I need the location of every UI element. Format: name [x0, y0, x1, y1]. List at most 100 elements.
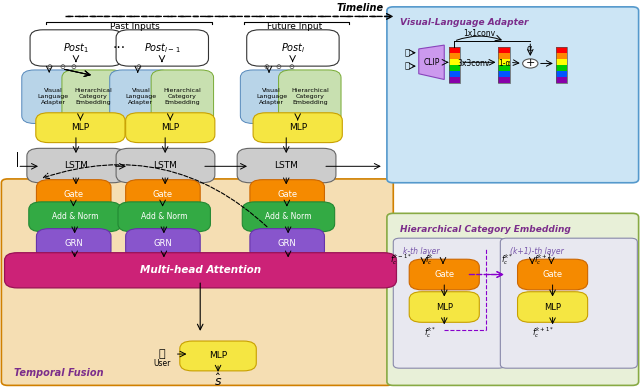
FancyBboxPatch shape: [387, 7, 639, 183]
Text: $Post_1$: $Post_1$: [63, 41, 90, 55]
FancyBboxPatch shape: [253, 113, 342, 143]
FancyBboxPatch shape: [116, 30, 209, 66]
Bar: [556, 59, 567, 65]
Text: Visual-Language Adapter: Visual-Language Adapter: [399, 18, 528, 27]
FancyBboxPatch shape: [62, 70, 124, 123]
Text: ⊙: ⊙: [70, 64, 76, 70]
Text: LSTM: LSTM: [275, 161, 298, 170]
Text: Temporal Fusion: Temporal Fusion: [14, 368, 104, 378]
FancyBboxPatch shape: [118, 202, 211, 232]
FancyBboxPatch shape: [180, 341, 256, 371]
Text: $Post_{l-1}$: $Post_{l-1}$: [144, 41, 180, 55]
Text: ⊙: ⊙: [136, 64, 141, 70]
Text: Gate: Gate: [63, 190, 84, 199]
Text: 1x1conv: 1x1conv: [463, 29, 495, 38]
Text: Add & Norm: Add & Norm: [141, 212, 188, 221]
FancyBboxPatch shape: [125, 113, 215, 143]
Text: α: α: [526, 44, 532, 53]
Bar: [449, 47, 460, 53]
FancyBboxPatch shape: [4, 253, 396, 288]
FancyBboxPatch shape: [30, 30, 122, 66]
FancyBboxPatch shape: [151, 70, 214, 123]
FancyBboxPatch shape: [36, 229, 111, 258]
Text: MLP: MLP: [436, 303, 452, 312]
Circle shape: [523, 59, 538, 68]
Text: Hierarchical
Category
Embedding: Hierarchical Category Embedding: [74, 89, 112, 105]
Bar: [449, 77, 460, 83]
FancyBboxPatch shape: [243, 202, 335, 232]
Bar: [556, 47, 567, 53]
Text: $f_c^{k-1*}$: $f_c^{k-1*}$: [390, 252, 412, 267]
Text: $Post_l$: $Post_l$: [280, 41, 305, 55]
FancyBboxPatch shape: [250, 180, 324, 209]
Bar: [499, 59, 510, 65]
Text: ⊙: ⊙: [59, 64, 65, 70]
Bar: [499, 77, 510, 83]
Text: 👤: 👤: [159, 349, 165, 359]
Text: Future Input: Future Input: [267, 22, 322, 31]
Bar: [499, 71, 510, 77]
Text: 3x3conv: 3x3conv: [458, 58, 490, 67]
FancyBboxPatch shape: [241, 70, 303, 123]
Text: MLP: MLP: [544, 303, 561, 312]
FancyBboxPatch shape: [27, 148, 125, 183]
Bar: [556, 71, 567, 77]
FancyBboxPatch shape: [36, 180, 111, 209]
Bar: [499, 65, 510, 71]
Bar: [499, 47, 510, 53]
Bar: [449, 65, 460, 71]
Text: MLP: MLP: [71, 123, 90, 132]
Text: Visual
Language
Adapter: Visual Language Adapter: [256, 89, 287, 105]
FancyBboxPatch shape: [500, 238, 637, 368]
Text: Hierarchical
Category
Embedding: Hierarchical Category Embedding: [291, 89, 329, 105]
FancyBboxPatch shape: [250, 229, 324, 258]
FancyBboxPatch shape: [22, 70, 84, 123]
Text: GRN: GRN: [65, 239, 83, 248]
FancyBboxPatch shape: [394, 238, 505, 368]
FancyBboxPatch shape: [518, 292, 588, 322]
Bar: [556, 65, 567, 71]
Text: $f_c^{k+1*}$: $f_c^{k+1*}$: [532, 325, 554, 340]
Text: CLIP: CLIP: [423, 58, 440, 67]
Text: $f_c^{k*}$: $f_c^{k*}$: [424, 325, 436, 340]
FancyBboxPatch shape: [278, 70, 341, 123]
Text: MLP: MLP: [289, 123, 307, 132]
Text: 📄: 📄: [404, 62, 410, 71]
Bar: [499, 53, 510, 59]
Bar: [556, 47, 567, 83]
FancyBboxPatch shape: [1, 179, 394, 385]
Bar: [556, 77, 567, 83]
Text: Gate: Gate: [434, 270, 454, 279]
FancyBboxPatch shape: [237, 148, 336, 183]
FancyBboxPatch shape: [409, 259, 479, 290]
Text: Add & Norm: Add & Norm: [265, 212, 312, 221]
Text: Visual
Language
Adapter: Visual Language Adapter: [125, 89, 157, 105]
FancyBboxPatch shape: [125, 229, 200, 258]
Text: Gate: Gate: [543, 270, 563, 279]
Text: Gate: Gate: [277, 190, 297, 199]
Text: $f_c^{k*}$: $f_c^{k*}$: [500, 252, 513, 267]
FancyBboxPatch shape: [125, 180, 200, 209]
Text: Past Inputs: Past Inputs: [110, 22, 160, 31]
Text: LSTM: LSTM: [154, 161, 177, 170]
Text: ···: ···: [113, 41, 126, 55]
FancyBboxPatch shape: [246, 30, 339, 66]
Text: (k+1)-th layer: (k+1)-th layer: [510, 247, 564, 256]
Text: Hierarchical
Category
Embedding: Hierarchical Category Embedding: [163, 89, 201, 105]
Polygon shape: [419, 45, 444, 80]
Text: ···: ···: [114, 160, 126, 173]
Bar: [449, 53, 460, 59]
Bar: [556, 53, 567, 59]
Text: GRN: GRN: [278, 239, 296, 248]
FancyBboxPatch shape: [409, 292, 479, 322]
Text: ⊙: ⊙: [46, 64, 52, 70]
Bar: [449, 47, 460, 83]
Text: +: +: [525, 58, 535, 69]
Text: Gate: Gate: [153, 190, 173, 199]
Text: $\hat{s}$: $\hat{s}$: [214, 373, 222, 389]
Bar: [499, 47, 510, 83]
FancyBboxPatch shape: [29, 202, 121, 232]
Text: $f_c^{k}$: $f_c^{k}$: [425, 252, 434, 267]
Text: $f_c^{k+1}$: $f_c^{k+1}$: [534, 252, 552, 267]
FancyBboxPatch shape: [116, 148, 215, 183]
